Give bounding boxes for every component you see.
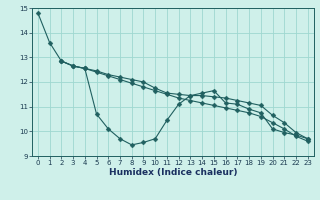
X-axis label: Humidex (Indice chaleur): Humidex (Indice chaleur) (108, 168, 237, 177)
